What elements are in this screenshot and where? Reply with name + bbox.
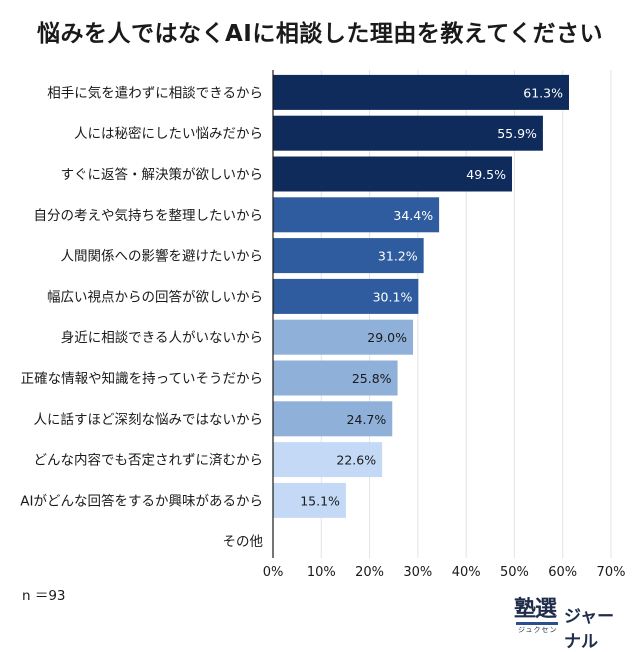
bar xyxy=(273,319,414,355)
brand-logo: 塾選 ジュクセン ジャーナル xyxy=(514,597,630,652)
value-label: 49.5% xyxy=(466,167,506,182)
category-label: 身近に相談できる人がいないから xyxy=(61,330,263,346)
bar xyxy=(273,74,569,110)
category-label: すぐに返答・解決策が欲しいから xyxy=(61,166,264,183)
value-label: 25.8% xyxy=(352,371,392,386)
x-tick-label: 50% xyxy=(500,565,529,580)
logo-underline xyxy=(516,622,558,625)
x-tick-label: 0% xyxy=(263,565,284,580)
category-label: AIがどんな回答をするか興味があるから xyxy=(20,492,263,509)
value-label: 61.3% xyxy=(523,85,563,100)
value-label: 34.4% xyxy=(393,208,433,223)
bar xyxy=(273,278,419,314)
category-label: どんな内容でも否定されずに済むから xyxy=(34,452,264,469)
category-label: 正確な情報や知識を持っていそうだから xyxy=(21,370,263,387)
value-label: 24.7% xyxy=(347,412,387,427)
category-label: 人には秘密にしたい悩みだから xyxy=(74,125,263,142)
value-label: 55.9% xyxy=(497,126,537,141)
x-tick-label: 10% xyxy=(307,565,336,580)
value-label: 15.1% xyxy=(300,493,340,508)
logo-kanji: 塾選 xyxy=(514,597,557,622)
x-tick-label: 70% xyxy=(597,565,626,580)
category-label: その他 xyxy=(223,534,264,550)
category-label: 人に話すほど深刻な悩みではないから xyxy=(34,411,264,428)
bar xyxy=(273,482,346,518)
value-label: 31.2% xyxy=(378,249,418,264)
category-label: 自分の考えや気持ちを整理したいから xyxy=(34,208,264,224)
bar xyxy=(273,115,543,151)
x-tick-label: 40% xyxy=(452,565,481,580)
x-tick-label: 60% xyxy=(548,565,577,580)
bar xyxy=(273,401,393,437)
bar xyxy=(273,238,424,274)
x-tick-label: 30% xyxy=(403,565,432,580)
x-tick-label: 20% xyxy=(355,565,384,580)
value-label: 22.6% xyxy=(336,453,376,468)
logo-ruby: ジュクセン xyxy=(518,626,558,634)
value-label: 30.1% xyxy=(373,289,413,304)
bar xyxy=(273,197,440,233)
value-label: 29.0% xyxy=(367,330,407,345)
bar xyxy=(273,156,513,192)
category-label: 人間関係への影響を避けたいから xyxy=(61,248,264,265)
sample-size-note: n ＝93 xyxy=(22,588,66,604)
bar xyxy=(273,442,383,478)
category-label: 幅広い視点からの回答が欲しいから xyxy=(47,288,263,305)
bar xyxy=(273,360,398,396)
category-label: 相手に気を遣わずに相談できるから xyxy=(47,85,263,101)
chart-title: 悩みを人ではなくAIに相談した理由を教えてください xyxy=(36,21,604,47)
logo-text: ジャーナル xyxy=(564,607,615,652)
